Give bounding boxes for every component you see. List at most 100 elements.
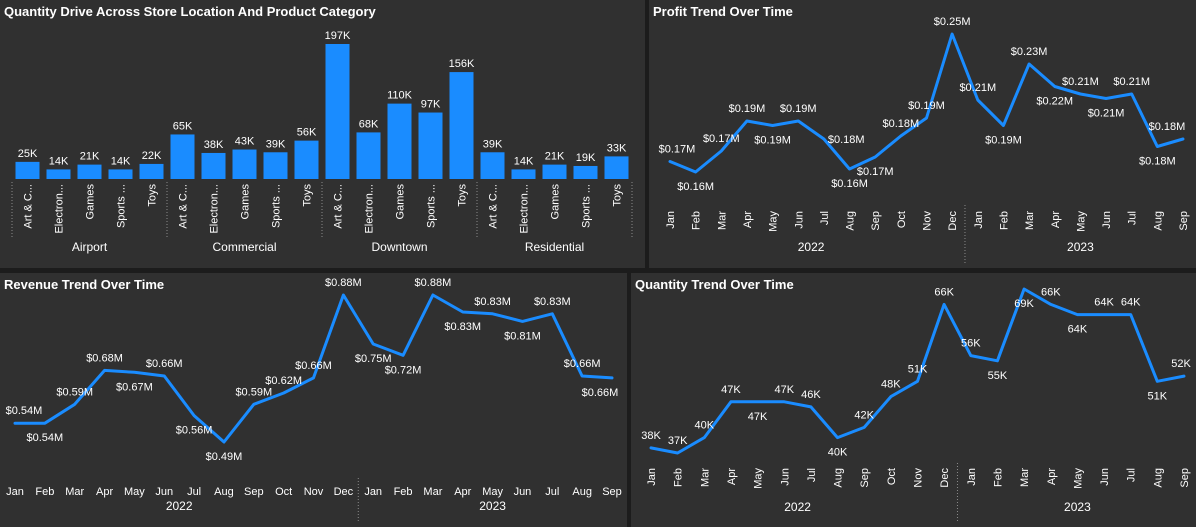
x-tick-label: Nov: [913, 468, 925, 488]
data-label: $0.59M: [235, 386, 272, 398]
panel-title: Quantity Trend Over Time: [635, 277, 794, 292]
data-label: $0.17M: [703, 133, 740, 145]
data-label: $0.66M: [295, 360, 332, 372]
x-tick-label: Mar: [699, 468, 711, 487]
group-label: Airport: [72, 240, 108, 254]
x-tick-label: Aug: [845, 211, 857, 231]
data-label: $0.83M: [444, 321, 481, 333]
data-label: 56K: [961, 338, 981, 350]
data-label: 48K: [881, 379, 901, 391]
data-label: $0.21M: [959, 82, 996, 94]
bar: [387, 103, 412, 179]
data-label: 56K: [297, 127, 317, 139]
x-tick-label: Jun: [779, 468, 791, 486]
x-tick-label: Mar: [423, 486, 442, 498]
data-label: 64K: [1094, 297, 1114, 309]
group-label: Residential: [525, 240, 584, 254]
data-label: $0.66M: [564, 358, 601, 370]
series-line: [13, 293, 614, 444]
data-label: 47K: [721, 384, 741, 396]
x-tick-label: Toys: [147, 184, 159, 207]
bar: [77, 164, 102, 179]
data-label: $0.88M: [415, 277, 452, 289]
x-tick-label: Jan: [973, 211, 985, 229]
quantity-by-location-chart: 25K Art & C... 14K Electron... 21K Games 14K Sp…: [11, 30, 633, 254]
x-tick-label: Oct: [275, 486, 292, 498]
bar: [325, 44, 350, 179]
data-label: 52K: [1171, 358, 1191, 370]
x-tick-label: Feb: [673, 468, 685, 487]
x-tick-label: Jan: [966, 468, 978, 486]
bar: [511, 169, 536, 179]
x-tick-label: Dec: [334, 486, 354, 498]
data-label: $0.83M: [474, 296, 511, 308]
x-tick-label: Sports ...: [271, 184, 283, 228]
x-tick-label: Art & C...: [488, 184, 500, 229]
x-tick-label: Aug: [1152, 468, 1164, 488]
x-tick-label: Games: [550, 184, 562, 220]
data-label: 64K: [1121, 297, 1141, 309]
quantity-trend-panel: Quantity Trend Over Time 38K 37K 40K 47K 47K…: [631, 273, 1196, 527]
x-tick-label: Jun: [155, 486, 173, 498]
data-label: 25K: [18, 148, 38, 160]
x-tick-label: Apr: [1050, 211, 1062, 228]
x-tick-label: Sep: [870, 211, 882, 231]
x-tick-label: Jul: [1127, 211, 1139, 225]
x-tick-label: Sports ...: [426, 184, 438, 228]
x-tick-label: Jul: [187, 486, 201, 498]
revenue-trend-chart: $0.54M $0.54M $0.59M $0.68M $0.67M $0.66M $0.5…: [6, 277, 622, 523]
panel-title: Profit Trend Over Time: [653, 4, 793, 19]
x-tick-label: Aug: [214, 486, 234, 498]
x-tick-label: Jun: [793, 211, 805, 229]
data-label: 47K: [748, 411, 768, 423]
data-label: 55K: [988, 370, 1008, 382]
data-label: $0.18M: [1149, 121, 1186, 133]
data-label: 42K: [854, 409, 874, 421]
bar: [139, 163, 164, 179]
data-label: $0.75M: [355, 353, 392, 365]
x-tick-label: May: [768, 211, 780, 232]
data-label: 47K: [774, 384, 794, 396]
x-tick-label: Aug: [572, 486, 592, 498]
x-tick-label: Electron...: [209, 184, 221, 234]
x-tick-label: Apr: [454, 486, 471, 498]
data-label: 37K: [668, 435, 688, 447]
data-label: $0.19M: [985, 135, 1022, 147]
data-label: $0.54M: [6, 405, 43, 417]
x-tick-label: Toys: [457, 184, 469, 207]
x-tick-label: Mar: [1019, 468, 1031, 487]
series-line: [649, 287, 1186, 455]
data-label: $0.21M: [1062, 76, 1099, 88]
x-tick-label: Games: [240, 184, 252, 220]
data-label: $0.21M: [1113, 76, 1150, 88]
data-label: $0.72M: [385, 364, 422, 376]
quantity-trend-chart: 38K 37K 40K 47K 47K 47K 46K 40K 42K 48K 51K 66K 56K 5…: [641, 286, 1191, 523]
data-label: $0.18M: [882, 118, 919, 130]
x-tick-label: Feb: [394, 486, 413, 498]
data-label: 19K: [576, 152, 596, 164]
bar: [480, 152, 505, 179]
x-tick-label: Sep: [1179, 468, 1191, 488]
panel-title: Revenue Trend Over Time: [4, 277, 165, 292]
x-tick-label: Jul: [545, 486, 559, 498]
x-tick-label: Nov: [922, 211, 934, 231]
data-label: 21K: [545, 151, 565, 163]
data-label: 197K: [325, 30, 351, 42]
x-tick-label: Electron...: [364, 184, 376, 234]
data-label: 69K: [1014, 298, 1034, 310]
bar: [449, 72, 474, 179]
data-label: $0.25M: [934, 16, 971, 28]
x-tick-label: Apr: [96, 486, 113, 498]
bar: [15, 161, 40, 179]
x-tick-label: Feb: [992, 468, 1004, 487]
data-label: $0.66M: [146, 358, 183, 370]
x-tick-label: Sports ...: [116, 184, 128, 228]
x-tick-label: Jan: [6, 486, 24, 498]
x-tick-label: Oct: [886, 468, 898, 485]
x-tick-label: Games: [85, 184, 97, 220]
data-label: $0.67M: [116, 381, 153, 393]
x-tick-label: Apr: [742, 211, 754, 228]
data-label: $0.59M: [56, 386, 93, 398]
x-tick-label: Toys: [612, 184, 624, 207]
series-line: [668, 32, 1185, 174]
